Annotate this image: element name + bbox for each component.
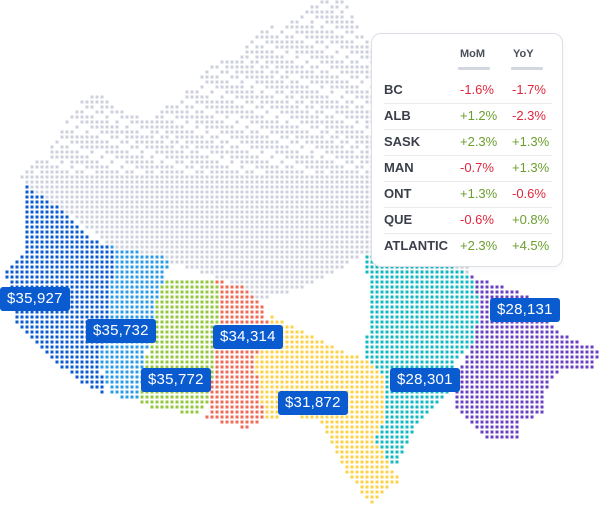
price-label-bc: $35,927 <box>0 287 70 311</box>
header-yoy: YoY <box>513 48 534 60</box>
table-row: BC -1.6% -1.7% <box>384 77 552 104</box>
mom-value: -0.6% <box>460 212 494 227</box>
header-mom-underline <box>458 67 490 70</box>
price-label-atlantic: $28,131 <box>490 298 560 322</box>
region-name: ALB <box>384 108 411 123</box>
region-name: MAN <box>384 160 414 175</box>
yoy-value: -2.3% <box>512 108 546 123</box>
region-name: QUE <box>384 212 413 227</box>
mom-value: +2.3% <box>460 134 498 149</box>
price-label-alb: $35,732 <box>86 319 156 343</box>
table-row: SASK +2.3% +1.3% <box>384 129 552 156</box>
price-label-que: $28,301 <box>390 368 460 392</box>
yoy-value: -0.6% <box>512 186 546 201</box>
table-row: QUE -0.6% +0.8% <box>384 207 552 234</box>
yoy-value: -1.7% <box>512 82 546 97</box>
yoy-value: +0.8% <box>512 212 550 227</box>
price-label-sask: $35,772 <box>141 368 211 392</box>
change-table-card: MoM YoY BC -1.6% -1.7% ALB +1.2% -2.3% SASK +2.… <box>371 33 563 267</box>
table-row: ATLANTIC +2.3% +4.5% <box>384 233 552 259</box>
price-label-man: $34,314 <box>213 325 283 349</box>
mom-value: +1.3% <box>460 186 498 201</box>
mom-value: +1.2% <box>460 108 498 123</box>
mom-value: -1.6% <box>460 82 494 97</box>
table-row: ALB +1.2% -2.3% <box>384 103 552 130</box>
region-name: SASK <box>384 134 421 149</box>
table-row: ONT +1.3% -0.6% <box>384 181 552 208</box>
region-name: ATLANTIC <box>384 238 449 253</box>
header-mom: MoM <box>460 48 486 60</box>
mom-value: +2.3% <box>460 238 498 253</box>
yoy-value: +1.3% <box>512 134 550 149</box>
mom-value: -0.7% <box>460 160 494 175</box>
table-row: MAN -0.7% +1.3% <box>384 155 552 182</box>
header-yoy-underline <box>511 67 543 70</box>
region-name: ONT <box>384 186 412 201</box>
price-label-ont: $31,872 <box>278 391 348 415</box>
yoy-value: +4.5% <box>512 238 550 253</box>
region-name: BC <box>384 82 403 97</box>
yoy-value: +1.3% <box>512 160 550 175</box>
